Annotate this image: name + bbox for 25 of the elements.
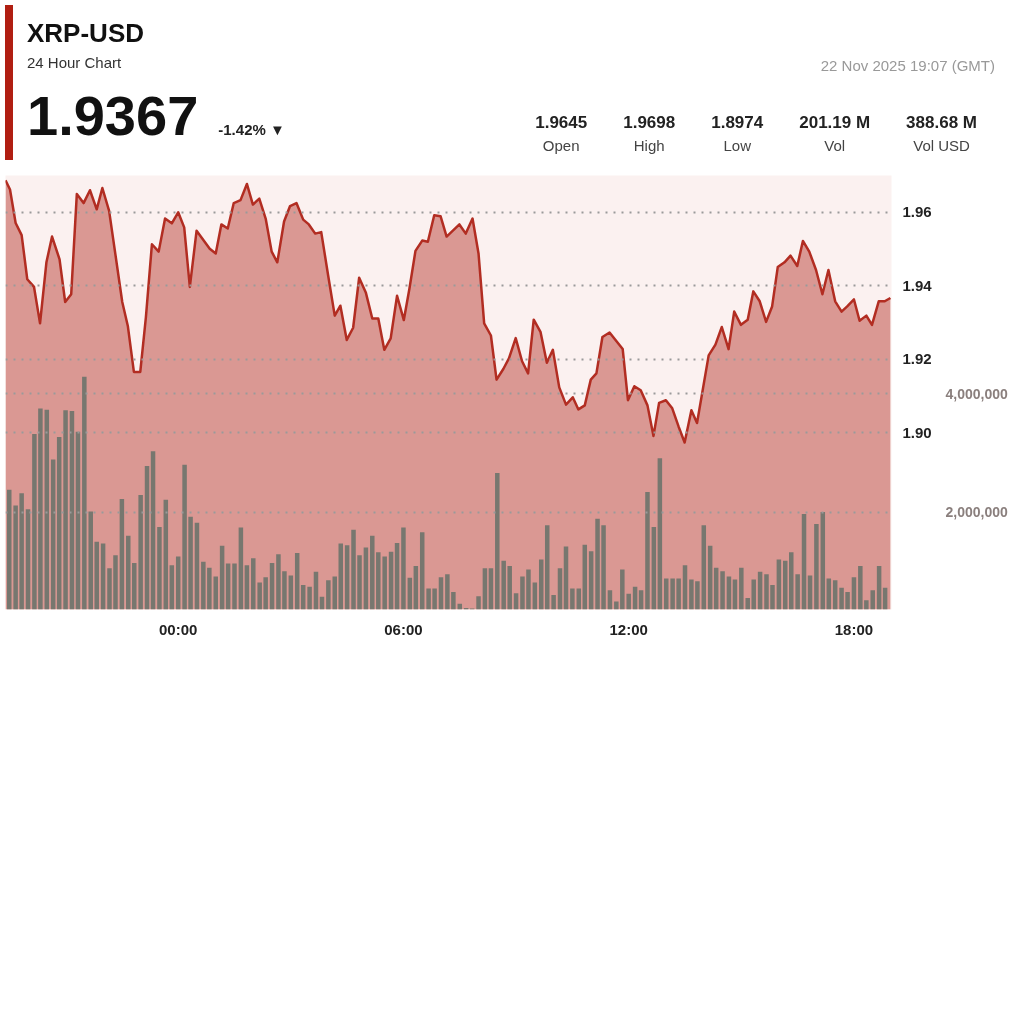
chart-title: XRP-USD: [27, 17, 145, 50]
text: 1.8974: [711, 111, 764, 134]
x-tick-label: 12:00: [609, 620, 648, 638]
y2-tick-label: 2,000,000: [945, 504, 1008, 521]
x-tick-label: 06:00: [384, 620, 423, 638]
text: Low: [722, 136, 752, 156]
text: 1.9698: [623, 111, 676, 134]
y-tick-label: 1.92: [902, 350, 932, 368]
x-tick-label: 18:00: [834, 620, 874, 638]
y-tick-label: 1.96: [902, 203, 932, 221]
text: 1.9367: [27, 84, 199, 148]
y-tick-label: 1.94: [902, 276, 933, 294]
text: 1.9645: [535, 111, 588, 134]
text: -1.42% ▼: [218, 121, 285, 139]
text: 201.19 M: [799, 111, 871, 134]
chart-subtitle: 24 Hour Chart: [27, 53, 123, 74]
x-tick-label: 00:00: [159, 620, 198, 638]
text: Vol: [823, 136, 847, 156]
text: Open: [541, 136, 581, 156]
text: 22 Nov 2025 19:07 (GMT): [820, 56, 995, 76]
text: High: [632, 136, 666, 156]
y2-tick-label: 4,000,000: [945, 385, 1008, 402]
y-tick-label: 1.90: [902, 423, 932, 441]
text: 388.68 M: [906, 111, 977, 134]
text: Vol USD: [912, 136, 971, 156]
